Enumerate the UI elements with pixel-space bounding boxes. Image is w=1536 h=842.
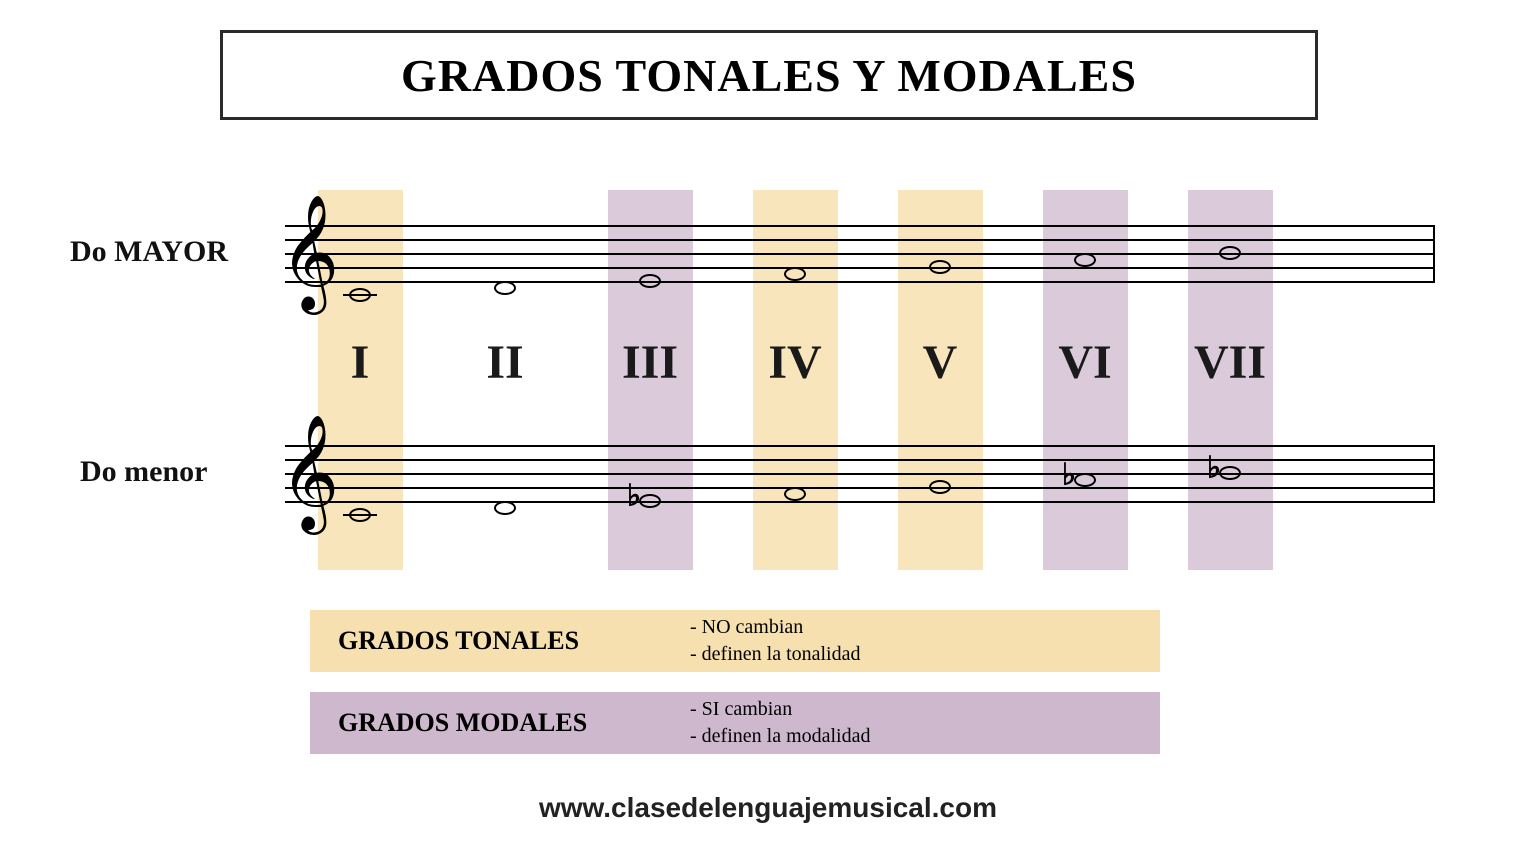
page-title: GRADOS TONALES Y MODALES	[401, 49, 1137, 102]
whole-note	[929, 480, 951, 494]
legend-tonales-line-2: - definen la tonalidad	[690, 641, 861, 668]
legend-tonales: GRADOS TONALES - NO cambian - definen la…	[310, 610, 1160, 672]
label-do-mayor: Do MAYOR	[70, 235, 228, 269]
flat-icon: ♭	[627, 482, 641, 512]
label-do-menor: Do menor	[80, 455, 207, 489]
roman-II: II	[486, 335, 523, 390]
legend-modales: GRADOS MODALES - SI cambian - definen la…	[310, 692, 1160, 754]
roman-V: V	[923, 335, 958, 390]
whole-note	[784, 487, 806, 501]
whole-note	[1219, 246, 1241, 260]
footer-url: www.clasedelenguajemusical.com	[0, 792, 1536, 824]
page: GRADOS TONALES Y MODALES Do MAYOR Do men…	[0, 0, 1536, 842]
roman-VII: VII	[1194, 335, 1266, 390]
whole-note	[494, 501, 516, 515]
whole-note	[929, 260, 951, 274]
roman-III: III	[622, 335, 678, 390]
staff-line	[285, 501, 1435, 503]
staff-line	[285, 459, 1435, 461]
staff-line	[285, 445, 1435, 447]
staff-line	[285, 253, 1435, 255]
whole-note	[784, 267, 806, 281]
staff-major: 𝄞	[285, 225, 1435, 281]
whole-note	[639, 494, 661, 508]
staff-line	[285, 487, 1435, 489]
legend-modales-title: GRADOS MODALES	[310, 708, 690, 738]
flat-icon: ♭	[1207, 454, 1221, 484]
roman-VI: VI	[1058, 335, 1111, 390]
whole-note	[349, 288, 371, 302]
legend-modales-lines: - SI cambian - definen la modalidad	[690, 696, 871, 750]
legend-tonales-lines: - NO cambian - definen la tonalidad	[690, 614, 861, 668]
barline	[1433, 225, 1435, 281]
legend-modales-line-1: - SI cambian	[690, 696, 871, 723]
whole-note	[1074, 473, 1096, 487]
whole-note	[639, 274, 661, 288]
legend-tonales-title: GRADOS TONALES	[310, 626, 690, 656]
roman-IV: IV	[768, 335, 821, 390]
barline	[1433, 445, 1435, 501]
staff-line	[285, 281, 1435, 283]
treble-clef-icon: 𝄞	[280, 203, 339, 303]
legend-modales-line-2: - definen la modalidad	[690, 723, 871, 750]
staff-line	[285, 239, 1435, 241]
roman-I: I	[351, 335, 370, 390]
title-box: GRADOS TONALES Y MODALES	[220, 30, 1318, 120]
whole-note	[349, 508, 371, 522]
flat-icon: ♭	[1062, 461, 1076, 491]
staff-line	[285, 225, 1435, 227]
whole-note	[1219, 466, 1241, 480]
legend-tonales-line-1: - NO cambian	[690, 614, 861, 641]
treble-clef-icon: 𝄞	[280, 423, 339, 523]
whole-note	[494, 281, 516, 295]
staff-minor: 𝄞♭♭♭	[285, 445, 1435, 501]
staff-line	[285, 267, 1435, 269]
whole-note	[1074, 253, 1096, 267]
staff-line	[285, 473, 1435, 475]
